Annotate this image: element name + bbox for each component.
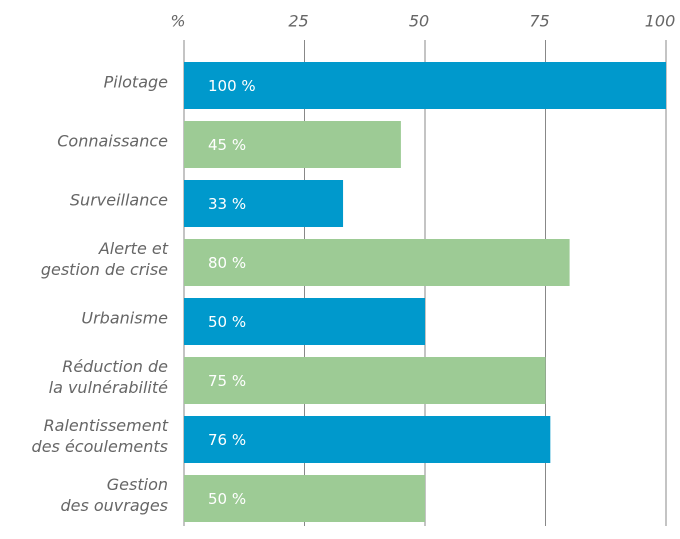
bar (184, 239, 570, 286)
value-label: 100 % (208, 77, 256, 95)
x-tick-label: 100 (645, 12, 676, 31)
bar (184, 121, 401, 168)
bar (184, 416, 551, 463)
category-label: Pilotage (103, 72, 168, 91)
bar (184, 475, 425, 522)
x-tick-label: % (170, 12, 185, 31)
value-label: 75 % (208, 372, 246, 390)
category-label: Gestion des ouvrages (60, 474, 168, 515)
x-tick-label: 25 (288, 12, 308, 31)
category-label: Connaissance (57, 131, 168, 150)
value-label: 45 % (208, 136, 246, 154)
value-label: 50 % (208, 313, 246, 331)
bar (184, 357, 546, 404)
category-label: Surveillance (69, 190, 168, 209)
category-label: Alerte et gestion de crise (40, 238, 168, 279)
bar (184, 180, 344, 227)
category-label: Ralentissement des écoulements (31, 415, 168, 456)
x-tick-label: 75 (529, 12, 549, 31)
value-label: 50 % (208, 490, 246, 508)
x-tick-label: 50 (409, 12, 429, 31)
value-label: 80 % (208, 254, 246, 272)
category-label: Réduction de la vulnérabilité (48, 356, 168, 397)
bar (184, 298, 425, 345)
value-label: 76 % (208, 431, 246, 449)
value-label: 33 % (208, 195, 246, 213)
bar (184, 62, 666, 109)
category-label: Urbanisme (81, 308, 168, 327)
